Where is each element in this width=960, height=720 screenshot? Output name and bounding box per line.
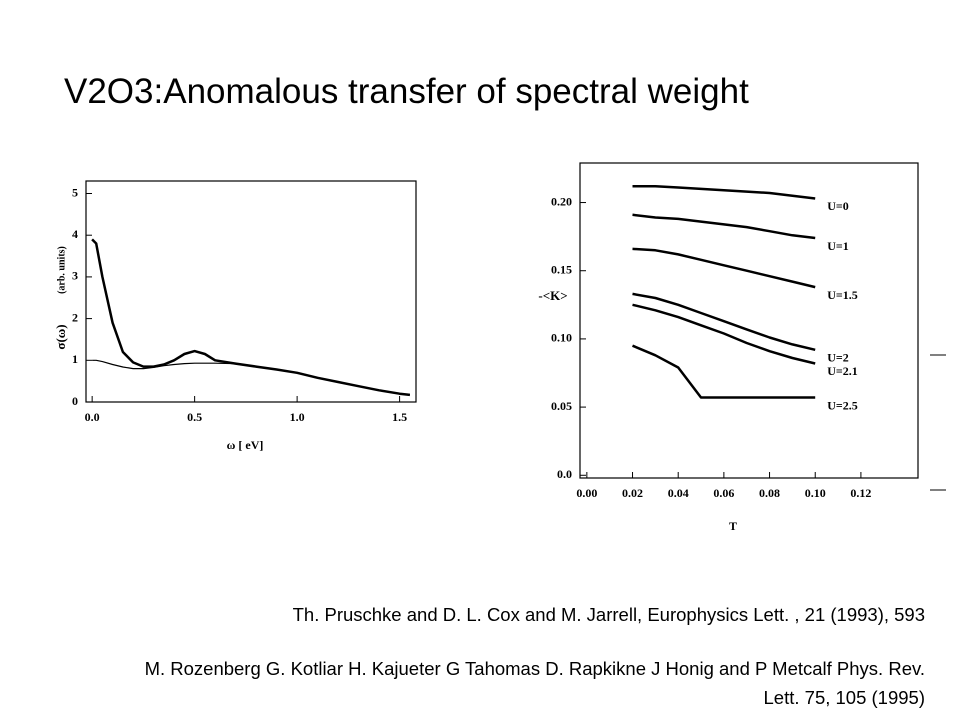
series-label: U=0 [827,199,849,213]
x-tick-label: 0.08 [759,486,780,500]
reference: M. Rozenberg G. Kotliar H. Kajueter G Ta… [144,658,925,708]
series-label: U=2 [827,351,849,365]
y-tick-label: 0.0 [557,467,572,481]
data-line [632,344,816,399]
y-tick-label: 3 [72,269,78,283]
data-line [632,247,816,289]
data-line [632,213,816,240]
slide-title: V2O3:Anomalous transfer of spectral weig… [64,72,749,111]
y-tick-label: 0.10 [551,331,572,345]
x-tick-label: 0.06 [713,486,734,500]
y-tick-label: 2 [72,310,78,324]
y-tick-label: 4 [72,227,78,241]
y-tick-label: 0.20 [551,194,572,208]
y-tick-label: 0 [72,394,78,408]
x-tick-label: 1.0 [290,410,305,424]
x-axis-label: ω [ eV] [227,438,264,452]
y-tick-label: 1 [72,352,78,366]
x-tick-label: 0.04 [668,486,689,500]
x-tick-label: 0.00 [576,486,597,500]
series-label: U=2.5 [827,398,858,412]
data-line [632,303,816,365]
x-tick-label: 0.02 [622,486,643,500]
x-tick-label: 0.12 [850,486,871,500]
y-axis-label: σ(ω) [53,324,68,349]
data-line [632,292,816,352]
y-tick-label: 0.05 [551,399,572,413]
x-tick-label: 0.5 [187,410,202,424]
series-label: U=1.5 [827,288,858,302]
y-tick-label: 0.15 [551,262,572,276]
reference: Th. Pruschke and D. L. Cox and M. Jarrel… [292,604,925,625]
data-line [92,359,410,396]
x-tick-label: 1.5 [392,410,407,424]
data-line [91,238,411,397]
y-tick-label: 5 [72,185,78,199]
y-axis-label: -<K> [538,288,567,303]
series-label: U=1 [827,239,849,253]
x-axis-label: T [729,519,737,533]
data-line [632,184,816,200]
plot-frame [579,162,919,479]
x-tick-label: 0.10 [805,486,826,500]
x-tick-label: 0.0 [85,410,100,424]
series-label: U=2.1 [827,364,858,378]
y-axis-units: (arb. units) [56,246,67,294]
plot-frame [85,180,417,403]
